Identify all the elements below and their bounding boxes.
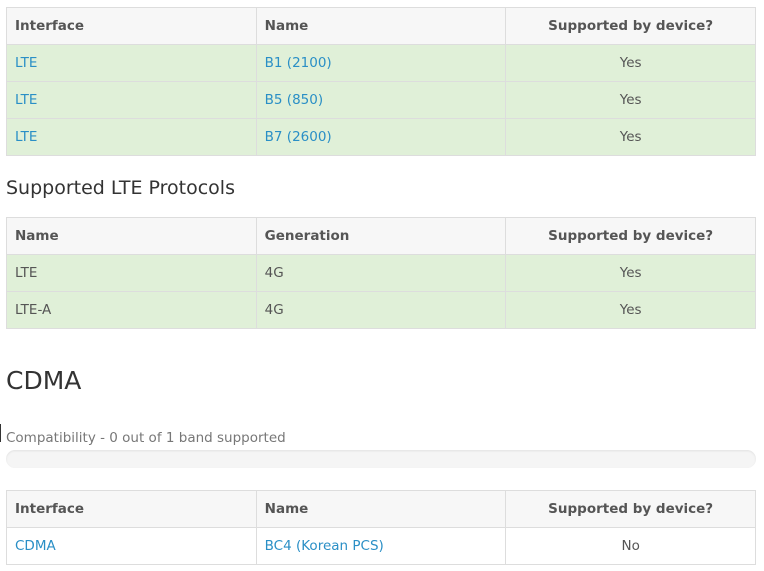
protocol-name: LTE [6,254,257,292]
bands-table: Interface Name Supported by device? LTE … [6,7,756,156]
column-header-generation: Generation [255,217,507,255]
column-header-name: Name [255,490,507,528]
cdma-table: Interface Name Supported by device? CDMA… [6,490,756,565]
band-name-link[interactable]: B1 (2100) [264,55,332,71]
table-row: LTE B5 (850) Yes [6,81,756,119]
protocol-generation: 4G [255,254,507,292]
compatibility-text: Compatibility - 0 out of 1 band supporte… [6,430,286,446]
text-cursor [0,424,1,442]
interface-link[interactable]: CDMA [15,538,56,554]
table-header-row: Name Generation Supported by device? [6,217,756,255]
supported-cell: Yes [505,291,756,329]
supported-cell: Yes [505,44,756,82]
compatibility-progress-bar [6,450,756,468]
cdma-heading: CDMA [6,366,82,395]
column-header-name: Name [255,7,507,45]
supported-cell: Yes [505,254,756,292]
table-row: LTE B1 (2100) Yes [6,44,756,82]
table-row: LTE-A 4G Yes [6,291,756,329]
lte-protocols-heading: Supported LTE Protocols [6,177,235,199]
table-header-row: Interface Name Supported by device? [6,490,756,528]
lte-protocols-table: Name Generation Supported by device? LTE… [6,217,756,329]
table-row: LTE B7 (2600) Yes [6,118,756,156]
column-header-interface: Interface [6,7,257,45]
column-header-supported: Supported by device? [505,217,756,255]
supported-cell: Yes [505,81,756,119]
column-header-supported: Supported by device? [505,7,756,45]
supported-cell: Yes [505,118,756,156]
protocol-generation: 4G [255,291,507,329]
interface-link[interactable]: LTE [15,92,38,108]
column-header-name: Name [6,217,257,255]
interface-link[interactable]: LTE [15,129,38,145]
table-row: LTE 4G Yes [6,254,756,292]
column-header-interface: Interface [6,490,257,528]
protocol-name: LTE-A [6,291,257,329]
band-name-link[interactable]: BC4 (Korean PCS) [264,538,384,554]
table-row: CDMA BC4 (Korean PCS) No [6,527,756,565]
table-header-row: Interface Name Supported by device? [6,7,756,45]
column-header-supported: Supported by device? [505,490,756,528]
band-name-link[interactable]: B5 (850) [264,92,324,108]
interface-link[interactable]: LTE [15,55,38,71]
supported-cell: No [505,527,756,565]
band-name-link[interactable]: B7 (2600) [264,129,332,145]
